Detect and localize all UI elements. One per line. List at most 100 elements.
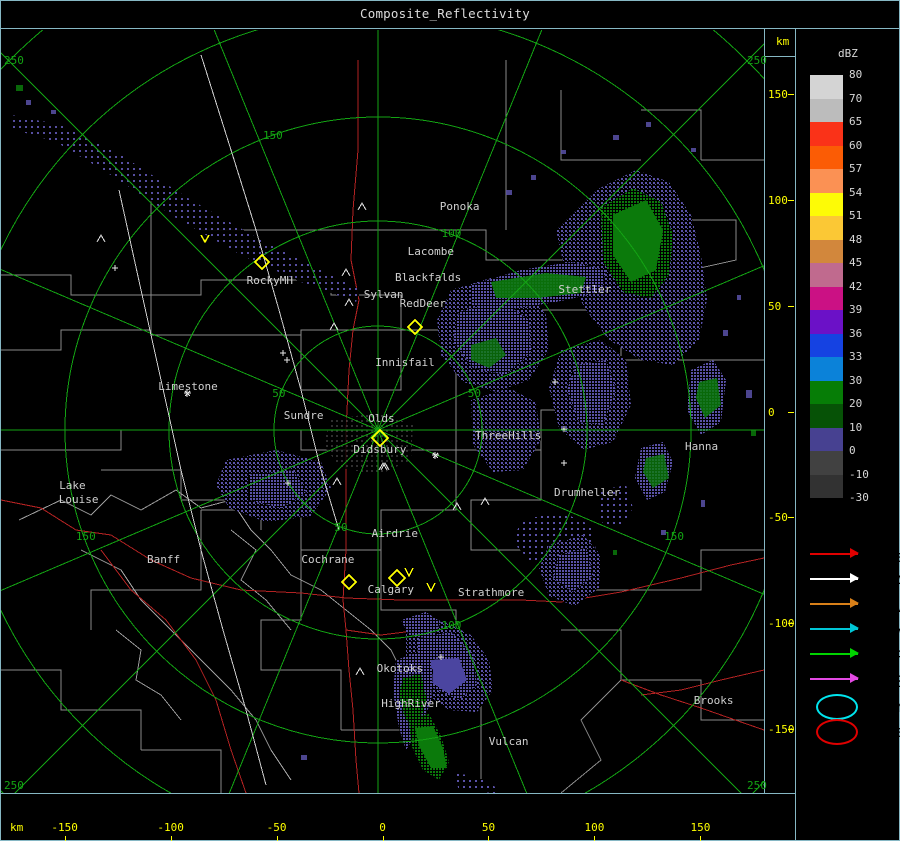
- colorbar-swatch[interactable]: [810, 286, 843, 310]
- colorbar-swatch[interactable]: [810, 75, 843, 99]
- city-label: Brooks: [693, 694, 734, 707]
- colorbar-swatch[interactable]: [810, 333, 843, 357]
- terrain-outline: [18, 489, 407, 781]
- legend-label: current: [866, 697, 900, 716]
- colorbar-tick-label: 33: [849, 350, 863, 363]
- colorbar-swatch[interactable]: [810, 216, 843, 240]
- city-label: Banff: [147, 553, 181, 566]
- y-tick-label: 0: [768, 405, 775, 419]
- legend-label: 27ZW: [866, 622, 900, 641]
- y-tick-mark: [788, 199, 794, 201]
- colorbar-swatch[interactable]: [810, 192, 843, 216]
- arrow-icon: [810, 653, 858, 655]
- colorbar-tick-label: 48: [849, 232, 863, 246]
- colorbar-swatch[interactable]: [810, 451, 843, 475]
- city-label: Vulcan: [488, 735, 529, 748]
- city-label: Calgary: [367, 583, 414, 596]
- colorbar-swatch[interactable]: [810, 239, 843, 263]
- city-label: Didsbury: [353, 443, 407, 456]
- city-label: Sundre: [283, 409, 324, 422]
- frame-line: [0, 793, 795, 794]
- range-ring-label: 150: [75, 530, 96, 544]
- storm-cell-markers: [200, 234, 436, 593]
- arrow-head-icon: [850, 598, 859, 608]
- colorbar[interactable]: [810, 75, 843, 498]
- colorbar-swatch[interactable]: [810, 310, 843, 334]
- city-label: Ponoka: [439, 200, 480, 213]
- colorbar-swatch[interactable]: [810, 263, 843, 287]
- arrow-head-icon: [850, 573, 859, 583]
- colorbar-title: dBZ: [838, 47, 858, 60]
- city-label: Olds: [368, 412, 395, 425]
- legend-label: forecast: [866, 547, 900, 566]
- city-label: Okotoks: [376, 662, 423, 675]
- city-label: Hanna: [685, 440, 719, 453]
- colorbar-tick-label: 70: [849, 91, 863, 105]
- window-title: Composite_Reflectivity: [360, 6, 530, 21]
- city-label: Innisfail: [375, 356, 435, 369]
- legend-label: forecast: [866, 722, 900, 741]
- colorbar-swatch[interactable]: [810, 474, 843, 498]
- y-tick-label: 150: [768, 87, 788, 101]
- colorbar-swatch[interactable]: [810, 122, 843, 146]
- colorbar-tick-label: 57: [849, 162, 863, 175]
- colorbar-swatch[interactable]: [810, 357, 843, 381]
- colorbar-tick-label: 54: [849, 185, 863, 199]
- x-tick-mark: [276, 836, 278, 841]
- y-tick-mark: [788, 93, 794, 95]
- colorbar-tick-label: 0: [849, 444, 856, 457]
- radar-map-svg: [1, 30, 764, 793]
- colorbar-swatch[interactable]: [810, 427, 843, 451]
- y-axis-unit-label: km: [776, 35, 790, 48]
- y-tick-mark: [788, 517, 794, 519]
- y-tick-label: -100: [768, 617, 795, 631]
- frame-line: [795, 28, 796, 841]
- legend-label: 31JP: [866, 647, 900, 666]
- colorbar-tick-label: -10: [849, 467, 869, 481]
- city-label: Louise: [58, 493, 99, 506]
- arrow-head-icon: [850, 548, 859, 558]
- arrow-icon: [810, 553, 858, 555]
- corner-range-label: 250: [747, 54, 767, 67]
- arrow-head-icon: [850, 648, 859, 658]
- colorbar-swatch[interactable]: [810, 380, 843, 404]
- corner-range-label: 250: [4, 54, 24, 67]
- x-tick-label: 50: [481, 821, 496, 834]
- legend-label: 09EA: [866, 572, 900, 591]
- colorbar-swatch[interactable]: [810, 145, 843, 169]
- colorbar-tick-label: 20: [849, 397, 863, 410]
- x-axis-unit-label: km: [10, 821, 24, 834]
- city-label: Strathmore: [458, 586, 525, 599]
- x-tick-label: 100: [584, 821, 605, 834]
- range-ring-label: 150: [664, 530, 684, 544]
- colorbar-swatch[interactable]: [810, 98, 843, 122]
- x-tick-label: -150: [51, 821, 78, 834]
- arrow-icon: [810, 628, 858, 630]
- arrow-icon: [810, 678, 858, 680]
- colorbar-tick-label: 80: [849, 68, 863, 81]
- city-label: Drumheller: [554, 486, 621, 499]
- range-ring-label: 100: [441, 619, 462, 633]
- colorbar-tick-label: 51: [849, 209, 863, 222]
- city-label: RedDeer: [399, 297, 446, 310]
- x-tick-label: 150: [690, 821, 711, 834]
- ellipse-icon: [816, 694, 858, 720]
- x-tick-mark: [488, 836, 490, 841]
- city-label: Cochrane: [301, 553, 355, 566]
- range-ring-label: 50: [272, 387, 286, 401]
- y-tick-mark: [788, 305, 794, 307]
- y-tick-label: 100: [768, 193, 788, 207]
- city-label: Blackfalds: [395, 271, 462, 284]
- x-tick-label: -50: [266, 821, 287, 834]
- colorbar-swatch[interactable]: [810, 169, 843, 193]
- arrow-icon: [810, 603, 858, 605]
- y-tick-mark: [788, 623, 794, 625]
- colorbar-tick-label: -30: [849, 491, 869, 504]
- city-label: ThreeHills: [475, 429, 542, 442]
- radial-spokes: [1, 30, 764, 793]
- colorbar-swatch[interactable]: [810, 404, 843, 428]
- y-tick-label: 50: [768, 299, 782, 313]
- radar-plot-area[interactable]: Ponoka Lacombe Blackfalds Sylvan RedDeer Stet…: [1, 30, 764, 793]
- frame-line: [0, 28, 900, 29]
